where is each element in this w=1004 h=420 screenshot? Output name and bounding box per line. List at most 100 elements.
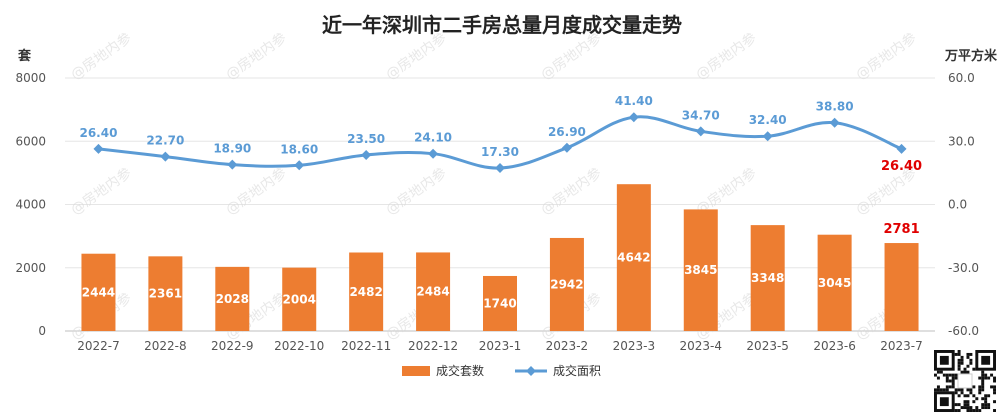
qr-module [957, 403, 961, 407]
line-label: 34.70 [682, 108, 720, 122]
watermark: @房地内参 [693, 29, 760, 83]
bar-2023-7 [884, 243, 919, 331]
bar-label: 3845 [684, 263, 717, 277]
qr-module [966, 352, 970, 356]
right-axis-tick: 0.0 [948, 198, 967, 212]
bar-2022-7 [81, 253, 116, 331]
watermark: @房地内参 [538, 29, 605, 83]
qr-module [981, 385, 985, 389]
x-axis-tick: 2023-1 [479, 339, 522, 353]
bar-2023-5 [750, 225, 785, 331]
qr-module [957, 364, 961, 368]
bar-label: 2028 [216, 292, 249, 306]
legend-marker-line [526, 366, 536, 376]
line-label: 38.80 [816, 100, 854, 114]
qr-module [957, 409, 961, 412]
line-label: 26.90 [548, 125, 586, 139]
bar-2022-8 [148, 256, 183, 331]
qr-module [954, 403, 958, 407]
watermark: @房地内参 [383, 164, 450, 218]
qr-module [984, 397, 988, 401]
qr-module [993, 400, 996, 404]
line-point-2022-8 [160, 151, 171, 162]
line-point-2023-2 [561, 142, 572, 153]
qr-module [981, 373, 985, 377]
line-point-2023-5 [762, 131, 773, 142]
qr-module [951, 373, 955, 377]
qr-module [954, 376, 958, 380]
qr-module [993, 388, 996, 392]
watermark: @房地内参 [223, 164, 290, 218]
qr-module [981, 406, 985, 410]
line-point-2023-7 [896, 143, 907, 154]
x-axis-tick: 2023-7 [880, 339, 923, 353]
qr-module [966, 388, 970, 392]
qr-module [969, 391, 973, 395]
x-axis-tick: 2023-6 [813, 339, 856, 353]
right-axis-unit: 万平方米 [944, 48, 998, 64]
right-axis-tick: -30.0 [948, 261, 979, 275]
qr-module [948, 385, 952, 389]
qr-module [942, 388, 946, 392]
bar-label: 2942 [550, 277, 583, 291]
bar-label: 3045 [818, 276, 851, 290]
qr-module [945, 373, 949, 377]
qr-module [945, 379, 949, 383]
qr-finder [939, 355, 949, 365]
qr-module [966, 400, 970, 404]
qr-module [936, 385, 940, 389]
qr-module [984, 373, 988, 377]
qr-module [966, 355, 970, 359]
line-label: 17.30 [481, 145, 519, 159]
bar-2022-9 [215, 266, 250, 331]
qr-module [960, 355, 964, 359]
qr-module [984, 403, 988, 407]
qr-module [954, 388, 958, 392]
x-axis-tick: 2022-8 [144, 339, 187, 353]
qr-module [963, 403, 967, 407]
line-point-2023-4 [695, 126, 706, 137]
qr-module [993, 379, 996, 383]
qr-module [951, 385, 955, 389]
watermark: @房地内参 [68, 164, 135, 218]
right-axis-tick: -60.0 [948, 324, 979, 338]
bar-2022-11 [349, 252, 384, 331]
left-axis-tick: 0 [38, 324, 46, 338]
left-axis-tick: 8000 [15, 71, 46, 85]
bar-2023-6 [817, 234, 852, 331]
qr-module [951, 376, 955, 380]
qr-module [936, 376, 940, 380]
qr-module [936, 370, 940, 374]
qr-module [975, 406, 979, 410]
qr-module [966, 406, 970, 410]
qr-module [954, 409, 958, 412]
x-axis-tick: 2022-11 [341, 339, 391, 353]
qr-module [957, 361, 961, 365]
qr-module [969, 361, 973, 365]
qr-module [960, 370, 964, 374]
qr-module [981, 403, 985, 407]
qr-module [993, 409, 996, 412]
qr-module [966, 364, 970, 368]
qr-module [987, 406, 991, 410]
left-axis-tick: 6000 [15, 134, 46, 148]
qr-module [960, 391, 964, 395]
qr-module [969, 358, 973, 362]
qr-module [966, 403, 970, 407]
qr-module [990, 385, 994, 389]
bar-label: 2482 [349, 285, 382, 299]
qr-module [966, 394, 970, 398]
qr-module [981, 379, 985, 383]
qr-module [969, 406, 973, 410]
x-axis-tick: 2023-2 [546, 339, 589, 353]
qr-module [963, 406, 967, 410]
qr-module [978, 391, 982, 395]
qr-module [957, 352, 961, 356]
line-label: 24.10 [414, 131, 452, 145]
watermark: @房地内参 [223, 29, 290, 83]
watermark: @房地内参 [853, 29, 920, 83]
qr-module [984, 406, 988, 410]
qr-module [951, 382, 955, 386]
qr-module [960, 358, 964, 362]
